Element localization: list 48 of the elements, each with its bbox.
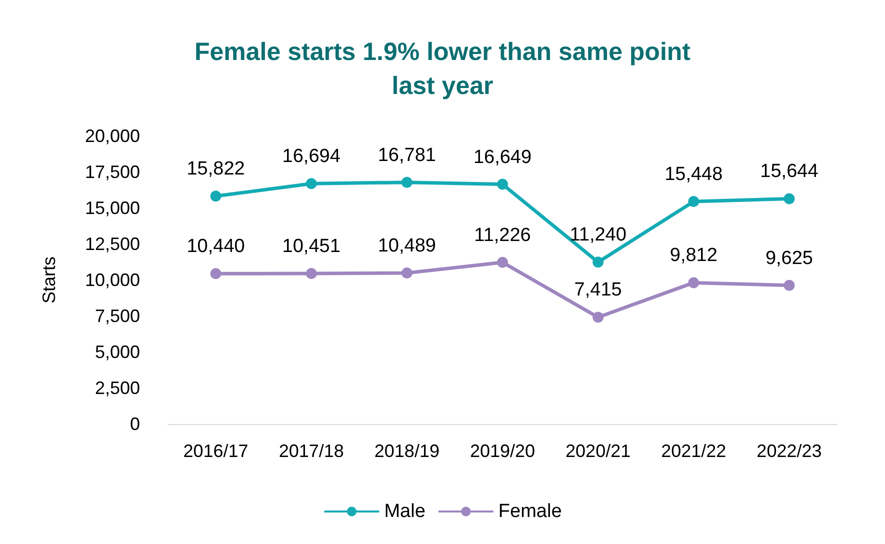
x-tick-label: 2022/23: [756, 441, 822, 461]
point: [497, 256, 508, 268]
data-label: 11,226: [474, 224, 531, 246]
data-label: 15,644: [760, 161, 819, 182]
y-tick-label: 10,000: [84, 270, 140, 290]
chart-title: Female starts 1.9% lower than same point last year: [194, 38, 692, 100]
legend-label: Female: [498, 501, 562, 522]
point: [592, 256, 604, 268]
data-label: 10,489: [378, 235, 436, 256]
point: [497, 178, 508, 190]
y-axis-title: Starts: [39, 256, 59, 304]
point: [401, 176, 412, 188]
y-tick-label: 7,500: [94, 306, 140, 326]
y-tick-label: 0: [130, 414, 140, 434]
point: [592, 312, 604, 323]
x-tick-label: 2021/22: [661, 441, 726, 461]
data-label: 10,451: [282, 236, 340, 258]
y-tick-label: 12,500: [84, 234, 140, 254]
point: [784, 193, 795, 204]
data-label: 10,440: [186, 236, 245, 258]
data-label: 16,649: [473, 146, 532, 168]
data-label: 16,781: [378, 144, 436, 166]
y-tick-label: 5,000: [94, 342, 140, 362]
point: [688, 277, 700, 288]
data-label: 7,415: [574, 280, 622, 301]
point: [401, 267, 412, 278]
data-label: 9,625: [765, 248, 813, 269]
x-tick-label: 2019/20: [470, 441, 536, 461]
y-tick-label: 15,000: [84, 198, 140, 218]
x-tick-label: 2016/17: [183, 441, 248, 461]
data-label: 16,694: [282, 146, 341, 168]
y-tick-label: 2,500: [94, 378, 140, 398]
point: [210, 268, 222, 280]
legend-label: Male: [384, 501, 426, 522]
point: [306, 268, 317, 280]
data-label: 15,448: [664, 164, 723, 186]
point: [306, 178, 317, 190]
point: [784, 280, 795, 291]
point: [210, 190, 222, 202]
y-tick-label: 17,500: [84, 162, 140, 182]
x-tick-label: 2017/18: [278, 441, 344, 461]
x-tick-label: 2018/19: [374, 441, 440, 461]
data-label: 9,812: [670, 245, 718, 266]
data-label: 15,822: [186, 158, 245, 180]
point: [688, 196, 700, 208]
x-tick-label: 2020/21: [566, 441, 631, 461]
y-tick-label: 20,000: [84, 126, 140, 146]
data-label: 11,240: [570, 224, 626, 246]
